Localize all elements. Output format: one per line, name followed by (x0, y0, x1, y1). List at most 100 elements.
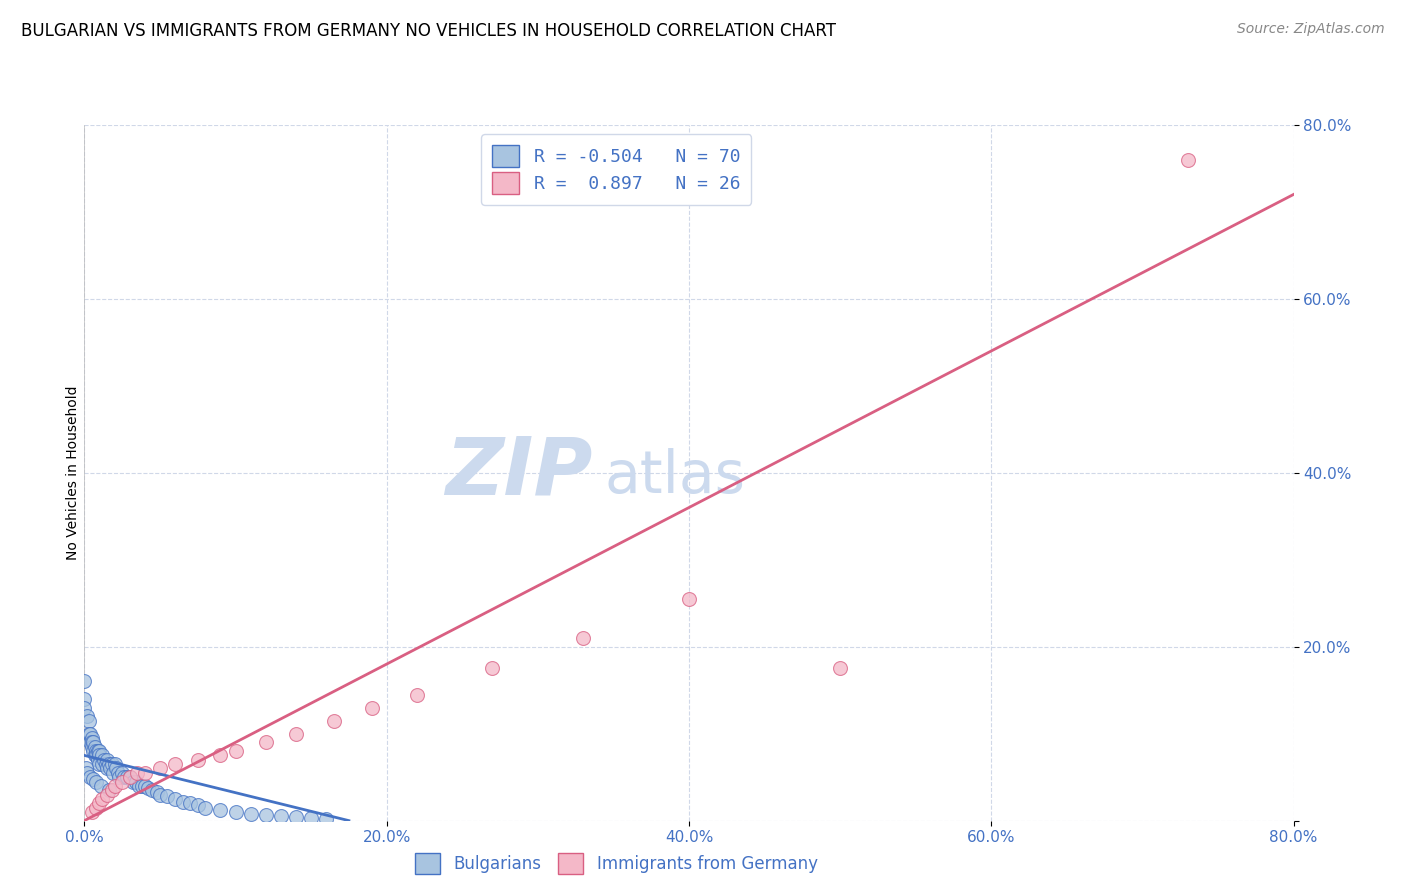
Point (79, 735, 101, 749)
Text: Source: ZipAtlas.com: Source: ZipAtlas.com (1237, 22, 1385, 37)
Point (77, 726, 100, 740)
Point (136, 780, 159, 795)
Point (73, 692, 96, 706)
Point (91, 792, 114, 806)
Point (187, 753, 209, 767)
Point (284, 810, 308, 824)
Point (100, 757, 122, 772)
Point (156, 789, 179, 804)
Text: BULGARIAN VS IMMIGRANTS FROM GERMANY NO VEHICLES IN HOUSEHOLD CORRELATION CHART: BULGARIAN VS IMMIGRANTS FROM GERMANY NO … (21, 22, 837, 40)
Point (87, 753, 110, 767)
Point (79, 770, 101, 784)
Point (89, 748, 111, 763)
Point (80, 805, 103, 819)
Point (82, 772, 104, 786)
Point (101, 765, 124, 780)
Point (284, 726, 308, 740)
Point (209, 803, 232, 817)
Point (299, 811, 322, 825)
Point (115, 770, 138, 784)
Point (481, 661, 503, 675)
Point (187, 797, 209, 812)
Point (105, 761, 128, 775)
Point (209, 748, 232, 763)
Point (111, 765, 134, 780)
Point (127, 765, 149, 780)
Point (134, 765, 156, 780)
Point (86, 744, 108, 758)
Point (118, 770, 141, 784)
Point (94, 757, 117, 772)
Point (146, 785, 169, 799)
Point (111, 774, 134, 789)
Point (315, 812, 337, 826)
Point (270, 809, 292, 823)
Point (79, 726, 101, 740)
Point (84, 748, 107, 763)
Point (163, 757, 186, 772)
Point (86, 800, 108, 814)
Point (172, 795, 194, 809)
Point (82, 744, 104, 758)
Point (104, 779, 127, 793)
Point (678, 591, 700, 606)
Point (830, 661, 852, 675)
Point (225, 805, 247, 819)
Point (239, 806, 262, 821)
Point (128, 779, 150, 793)
Point (86, 748, 108, 763)
Point (179, 796, 201, 810)
Point (76, 765, 98, 780)
Point (89, 796, 111, 810)
Point (254, 735, 277, 749)
Point (118, 770, 141, 784)
Legend: Bulgarians, Immigrants from Germany: Bulgarians, Immigrants from Germany (406, 845, 825, 882)
Point (96, 753, 118, 767)
Point (77, 714, 100, 728)
Point (91, 748, 114, 763)
Point (91, 757, 114, 772)
Point (96, 788, 118, 802)
Point (125, 774, 148, 789)
Point (96, 761, 118, 775)
Point (76, 709, 98, 723)
Point (80, 735, 103, 749)
Point (73, 700, 96, 714)
Point (98, 761, 121, 775)
Point (112, 770, 135, 784)
Text: ZIP: ZIP (444, 434, 592, 512)
Point (360, 700, 382, 714)
Point (87, 744, 110, 758)
Point (107, 765, 129, 780)
Point (149, 761, 172, 775)
Point (80, 739, 103, 754)
Point (89, 744, 111, 758)
Point (149, 788, 172, 802)
Point (100, 783, 122, 797)
Point (406, 688, 429, 702)
Point (97, 757, 120, 772)
Point (93, 753, 115, 767)
Point (572, 631, 595, 645)
Point (134, 779, 156, 793)
Point (1177, 153, 1199, 167)
Point (163, 792, 186, 806)
Point (322, 714, 344, 728)
Point (225, 744, 247, 758)
Point (84, 739, 107, 754)
Point (104, 757, 127, 772)
Point (90, 779, 112, 793)
Point (75, 761, 97, 775)
Text: atlas: atlas (605, 448, 745, 505)
Point (86, 774, 108, 789)
Y-axis label: No Vehicles in Household: No Vehicles in Household (66, 385, 80, 560)
Point (82, 735, 104, 749)
Point (108, 770, 131, 784)
Point (97, 783, 120, 797)
Point (73, 674, 96, 689)
Point (254, 808, 277, 822)
Point (80, 731, 103, 745)
Point (131, 779, 153, 793)
Point (194, 800, 217, 814)
Point (141, 783, 163, 797)
